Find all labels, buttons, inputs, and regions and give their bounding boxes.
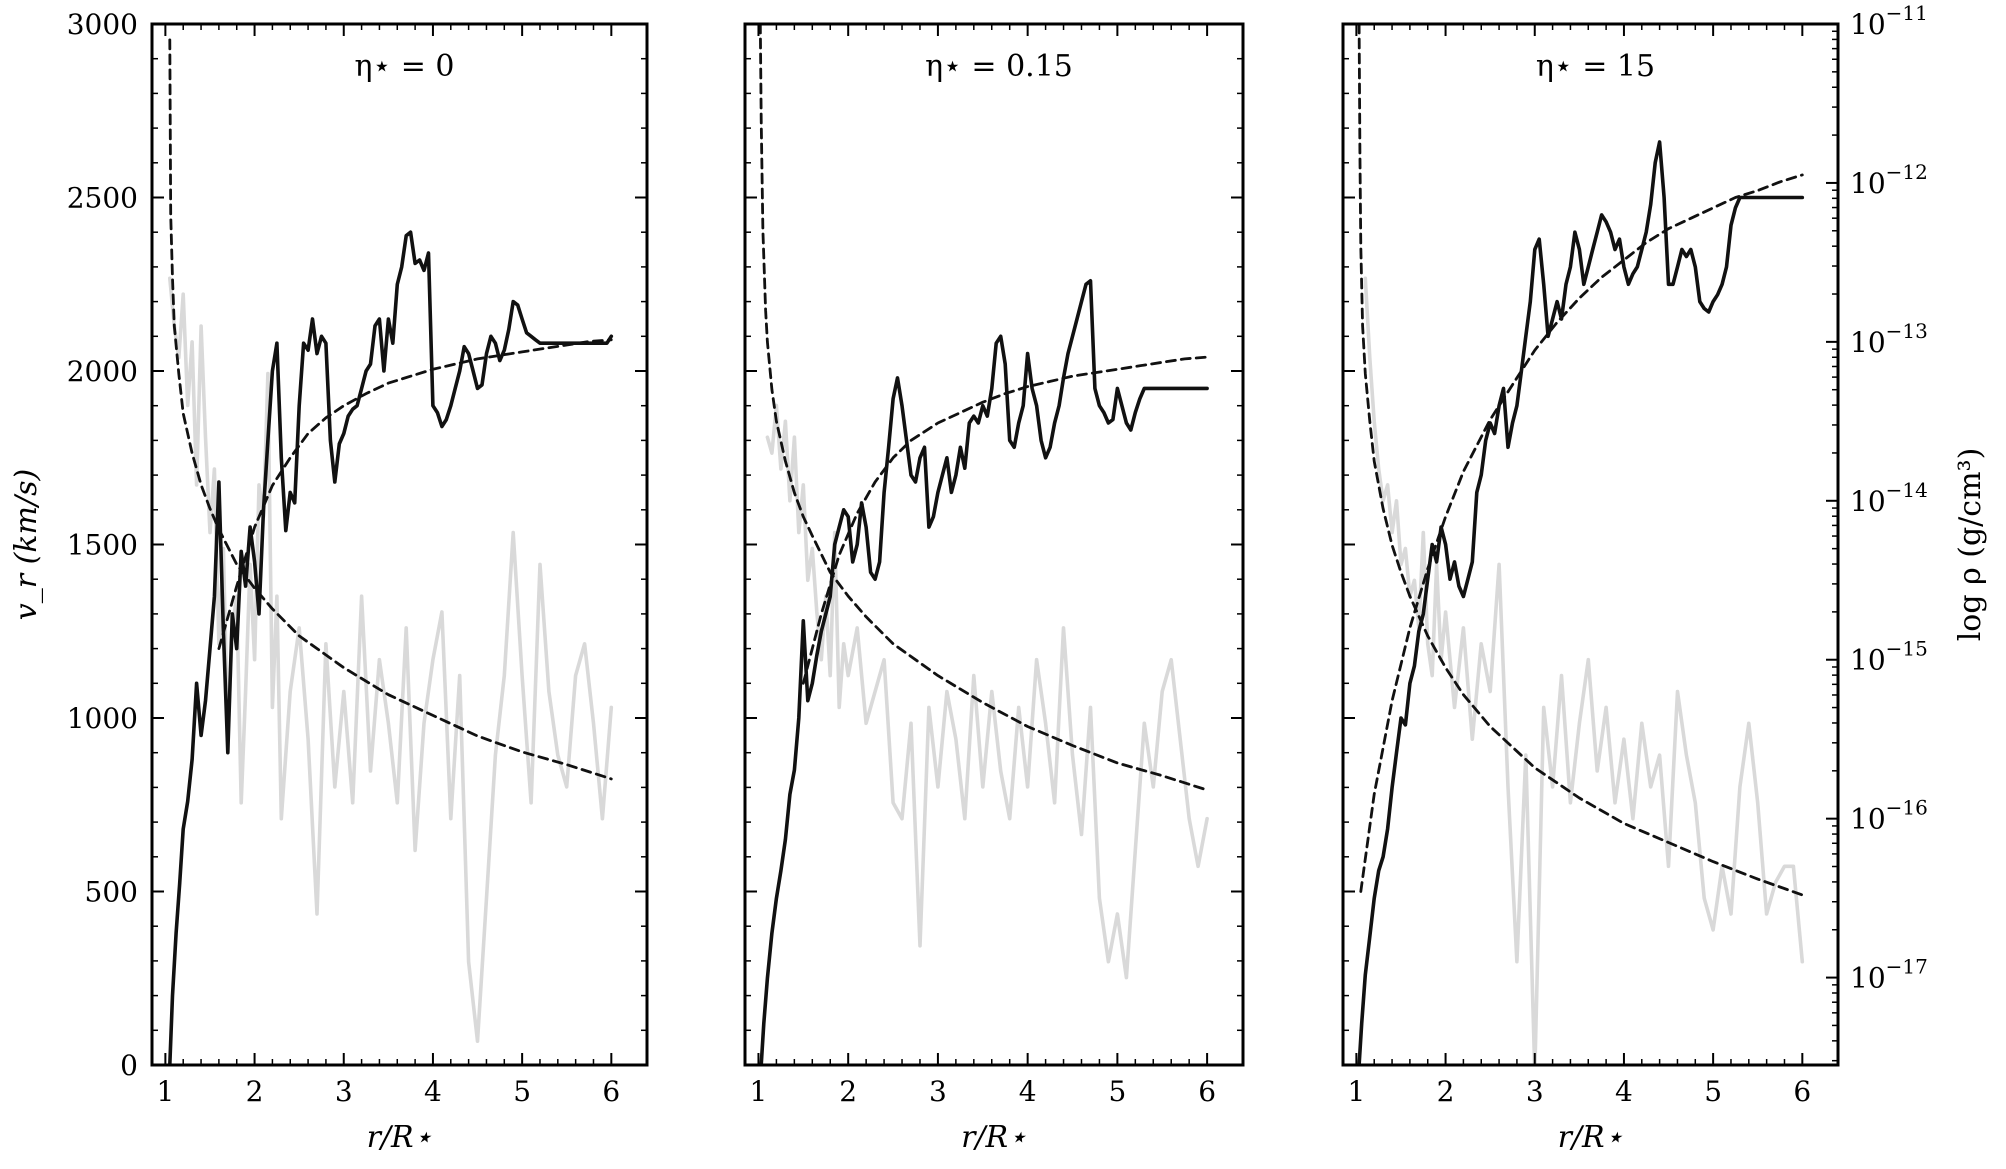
y-tick-label: 2500 xyxy=(67,182,138,215)
plot-frame xyxy=(743,22,1245,1067)
y2-tick-label: 10−14 xyxy=(1850,478,1928,518)
panel-title: η⋆ = 15 xyxy=(1536,49,1655,84)
panel-eta-15: η⋆ = 15 r/R⋆ log ρ (g/cm³) 1 2 3 4 5 6 10−17 10… xyxy=(1341,1,1988,1155)
y-tick-label: 1500 xyxy=(67,529,138,562)
y2-axis-label: log ρ (g/cm³) xyxy=(1953,448,1988,642)
x-tick-label: 5 xyxy=(513,1075,531,1108)
x-tick-label: 6 xyxy=(1793,1075,1811,1108)
y-tick-label: 0 xyxy=(120,1049,138,1082)
y-tick-label: 3000 xyxy=(67,8,138,41)
panel-title: η⋆ = 0 xyxy=(354,49,454,84)
x-axis-label: r/R⋆ xyxy=(1558,1120,1624,1155)
y2-tick-label: 10−12 xyxy=(1850,160,1928,200)
x-tick-label: 4 xyxy=(424,1075,442,1108)
plot-area xyxy=(168,38,614,1065)
series-velocity-model-line xyxy=(1359,173,1804,893)
x-tick-label: 4 xyxy=(1615,1075,1633,1108)
series-velocity-model-line xyxy=(217,338,613,650)
x-axis-label: r/R⋆ xyxy=(367,1120,433,1155)
x-tick-label: 6 xyxy=(602,1075,620,1108)
y-tick-label: 1000 xyxy=(67,702,138,735)
series-density-model-line xyxy=(168,38,613,781)
plot-area xyxy=(1357,24,1805,1065)
y2-tick-label: 10−11 xyxy=(1850,1,1928,41)
x-tick-label: 2 xyxy=(839,1075,857,1108)
x-tick-label: 5 xyxy=(1108,1075,1126,1108)
x-tick-label: 1 xyxy=(156,1075,174,1108)
x-tick-label: 5 xyxy=(1704,1075,1722,1108)
y2-tick-label: 10−13 xyxy=(1850,319,1928,359)
x-axis-label: r/R⋆ xyxy=(961,1120,1027,1155)
x-tick-label: 1 xyxy=(1347,1075,1365,1108)
series-density-line xyxy=(1363,276,1805,1065)
series-velocity-line xyxy=(168,230,614,1065)
y2-tick-label: 10−15 xyxy=(1850,637,1928,677)
panel-eta-0: η⋆ = 0 r/R⋆ v_r (km/s) 1 2 3 4 5 6 0 500 1000 150… xyxy=(9,8,649,1155)
panel-title: η⋆ = 0.15 xyxy=(925,49,1073,84)
series-density-model-line xyxy=(1357,24,1804,897)
series-velocity-line xyxy=(1357,140,1805,1065)
panel-eta-0-15: η⋆ = 0.15 r/R⋆ 1 2 3 4 5 6 xyxy=(743,22,1245,1155)
y2-tick-label: 10−16 xyxy=(1850,796,1928,836)
x-tick-label: 2 xyxy=(1437,1075,1455,1108)
y-axis-label: v_r (km/s) xyxy=(9,469,44,620)
y-tick-label: 500 xyxy=(85,876,138,909)
series-velocity-line xyxy=(759,279,1209,1065)
x-tick-label: 3 xyxy=(1526,1075,1544,1108)
series-density-model-line xyxy=(758,24,1209,792)
plot-frame xyxy=(1341,22,1840,1067)
y2-tick-label: 10−17 xyxy=(1850,955,1928,995)
series-density-line xyxy=(168,276,614,1043)
plot-area xyxy=(758,24,1209,1065)
x-tick-label: 4 xyxy=(1019,1075,1037,1108)
x-tick-label: 3 xyxy=(335,1075,353,1108)
x-tick-label: 1 xyxy=(750,1075,768,1108)
series-density-line xyxy=(765,403,1209,980)
x-tick-label: 3 xyxy=(929,1075,947,1108)
x-tick-label: 6 xyxy=(1198,1075,1216,1108)
x-tick-label: 2 xyxy=(246,1075,264,1108)
y-tick-label: 2000 xyxy=(67,355,138,388)
